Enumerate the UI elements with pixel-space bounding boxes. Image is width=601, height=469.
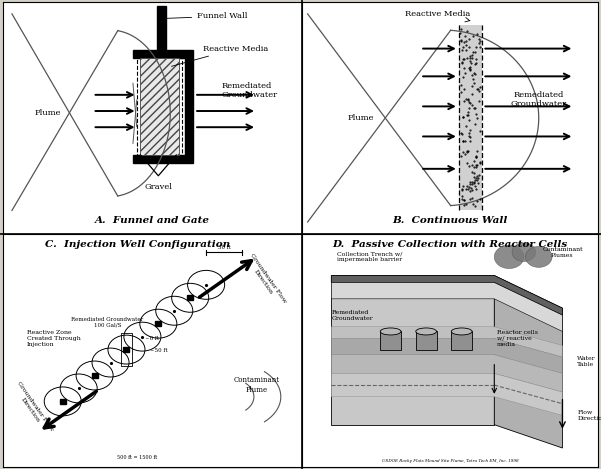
Bar (451, 332, 472, 350)
Text: Groundwater Flow
Direction: Groundwater Flow Direction (245, 253, 287, 308)
Bar (141, 58, 179, 155)
Bar (133, 50, 193, 58)
Text: ~6 ft: ~6 ft (145, 336, 159, 341)
Bar (138, 58, 182, 155)
Text: Plume: Plume (35, 109, 61, 117)
Text: Plume: Plume (348, 114, 374, 122)
Bar (185, 58, 193, 155)
Bar (187, 295, 193, 300)
Text: Remediated
Groundwater: Remediated Groundwater (221, 82, 277, 99)
Text: Reactive Media: Reactive Media (171, 45, 269, 66)
Bar (59, 399, 66, 404)
Polygon shape (331, 339, 563, 373)
Bar (416, 332, 436, 350)
Polygon shape (331, 275, 563, 315)
Bar (123, 347, 129, 352)
Circle shape (512, 243, 535, 262)
Polygon shape (331, 355, 563, 392)
Text: Reactive Zone
Created Through
Injection: Reactive Zone Created Through Injection (27, 330, 81, 347)
Text: Reactor cells
w/ reactive
media: Reactor cells w/ reactive media (497, 330, 538, 347)
Polygon shape (331, 275, 563, 315)
Text: Remediated Groundwater
100 Gal/S: Remediated Groundwater 100 Gal/S (72, 317, 144, 327)
Polygon shape (331, 282, 563, 332)
Text: Gravel: Gravel (144, 183, 172, 191)
Bar (380, 332, 401, 350)
Text: Water
Table: Water Table (577, 356, 596, 367)
Polygon shape (331, 327, 563, 357)
Polygon shape (331, 282, 494, 425)
Circle shape (525, 246, 552, 267)
Text: C.  Injection Well Configuration: C. Injection Well Configuration (45, 240, 230, 249)
Bar (185, 58, 193, 155)
Bar (121, 333, 132, 366)
Polygon shape (494, 282, 563, 448)
Text: Groundwater Flow
Direction: Groundwater Flow Direction (11, 381, 54, 436)
Text: Reactive Media: Reactive Media (406, 10, 471, 22)
Ellipse shape (380, 328, 401, 335)
Bar (133, 155, 193, 163)
Text: Funnel Wall: Funnel Wall (164, 12, 248, 20)
Text: Contaminant
Plumes: Contaminant Plumes (542, 247, 583, 257)
Text: Contaminant
Plume: Contaminant Plume (234, 377, 280, 393)
Bar (459, 25, 483, 211)
Polygon shape (331, 373, 563, 416)
Bar (157, 6, 166, 50)
Circle shape (494, 245, 524, 269)
Text: B.  Continuous Wall: B. Continuous Wall (392, 216, 507, 225)
Text: A.  Funnel and Gate: A. Funnel and Gate (95, 216, 210, 225)
Text: ~50 ft: ~50 ft (150, 348, 167, 353)
Text: USDOE Rocky Flats Mound Site Plume, Tetra Tech EM, Inc. 1998: USDOE Rocky Flats Mound Site Plume, Tetr… (382, 459, 518, 463)
Text: Remediated
Groundwater: Remediated Groundwater (511, 91, 567, 108)
Text: Flow
Direction: Flow Direction (577, 410, 601, 421)
Bar (155, 321, 161, 326)
Text: 50 ft: 50 ft (218, 245, 231, 250)
Ellipse shape (451, 328, 472, 335)
Text: Collection Trench w/
impermeable barrier: Collection Trench w/ impermeable barrier (337, 251, 403, 262)
Text: Remediated
Groundwater: Remediated Groundwater (331, 310, 373, 320)
Text: D.  Passive Collection with Reactor Cells: D. Passive Collection with Reactor Cells (332, 240, 567, 249)
Text: 500 ft = 1500 ft: 500 ft = 1500 ft (117, 455, 157, 460)
Ellipse shape (416, 328, 436, 335)
Bar (91, 373, 97, 378)
